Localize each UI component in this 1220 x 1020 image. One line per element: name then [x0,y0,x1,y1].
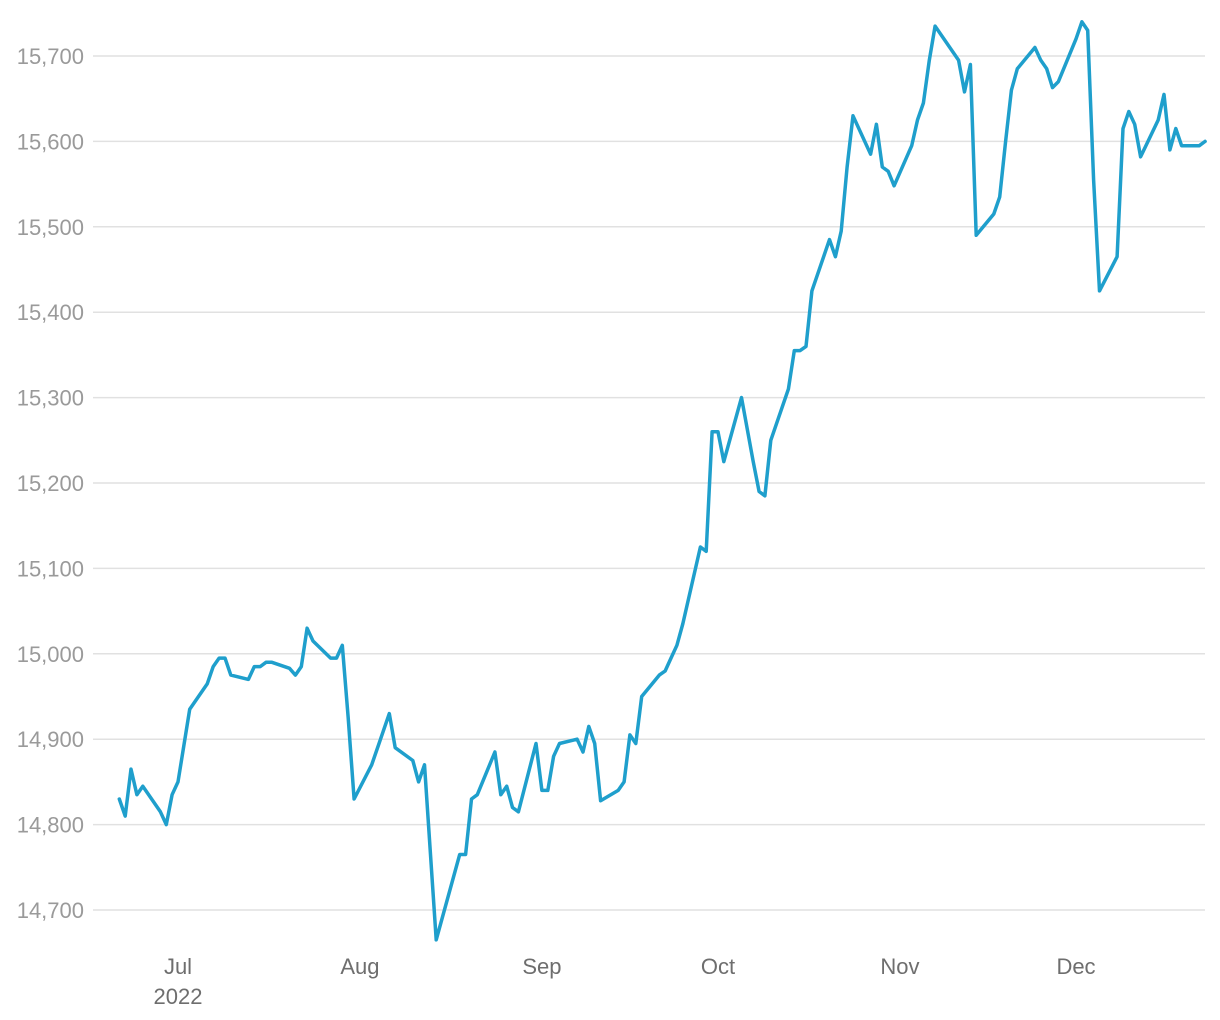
y-tick-label: 15,400 [17,300,84,325]
series-line [117,20,1207,942]
y-tick-label: 15,200 [17,471,84,496]
y-tick-label: 15,500 [17,215,84,240]
x-axis-year-label: 2022 [154,984,203,1009]
y-tick-label: 15,600 [17,129,84,154]
x-tick-label: Jul [164,954,192,979]
series-lines [117,20,1207,942]
x-tick-label: Sep [522,954,561,979]
gridlines [93,55,1205,911]
y-tick-label: 15,700 [17,44,84,69]
x-tick-label: Nov [880,954,919,979]
y-tick-label: 14,900 [17,727,84,752]
y-axis-tick-labels: 14,700 14,800 14,900 15,000 15,100 15,200 15,3… [17,44,84,923]
x-axis-tick-labels: 2022 Jul Aug Sep Oct Nov Dec [154,954,1096,1009]
y-tick-label: 15,300 [17,386,84,411]
x-tick-label: Dec [1056,954,1095,979]
x-tick-label: Aug [340,954,379,979]
y-tick-label: 14,700 [17,898,84,923]
x-tick-label: Oct [701,954,735,979]
y-tick-label: 15,000 [17,642,84,667]
y-tick-label: 14,800 [17,813,84,838]
y-tick-label: 15,100 [17,556,84,581]
